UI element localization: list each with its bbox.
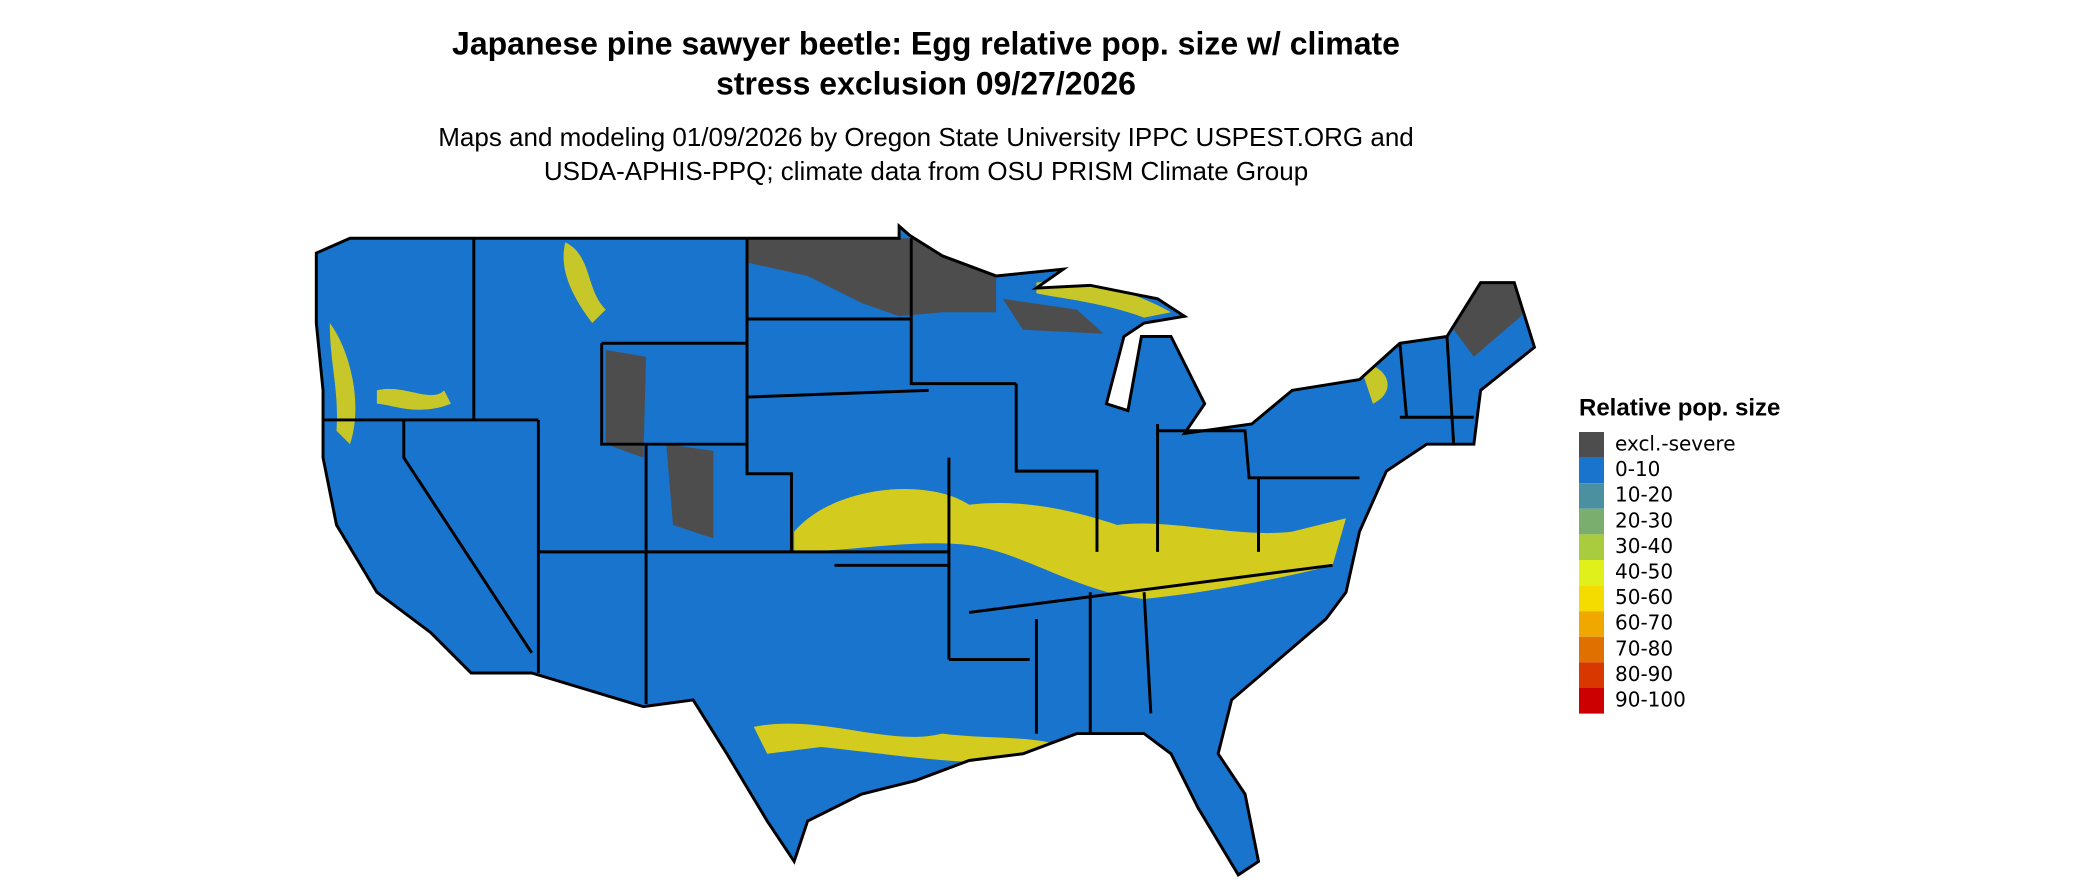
excluded-area [747,238,997,317]
title-line: stress exclusion 09/27/2026 [716,65,1136,101]
legend-swatch [1579,585,1604,612]
legend-swatch [1579,688,1604,714]
legend-swatch [1579,560,1604,586]
map [314,224,1536,877]
legend-swatch [1579,636,1604,663]
legend-label: 50-60 [1615,585,1673,609]
excluded-area [605,349,714,539]
legend-label: 70-80 [1615,636,1673,660]
legend-swatch [1579,457,1604,484]
legend-label: excl.-severe [1615,432,1736,456]
title-line: Japanese pine sawyer beetle: Egg relativ… [452,25,1400,61]
suitable-area [794,489,1346,599]
legend-swatch [1579,483,1604,509]
legend-swatch [1579,611,1604,637]
legend-label: 90-100 [1615,688,1686,712]
legend-label: 30-40 [1615,534,1673,558]
legend-title: Relative pop. size [1579,394,1780,421]
legend-label: 80-90 [1615,662,1673,686]
legend-label: 20-30 [1615,508,1673,532]
legend-swatch [1579,508,1604,535]
legend-label: 40-50 [1615,560,1673,584]
legend-label: 60-70 [1615,611,1673,635]
subtitle-line: Maps and modeling 01/09/2026 by Oregon S… [438,122,1414,152]
legend-label: 10-20 [1615,483,1673,507]
subtitle-line: USDA-APHIS-PPQ; climate data from OSU PR… [544,156,1308,186]
legend-swatch [1579,662,1604,688]
legend-swatch [1579,432,1604,458]
legend-swatch [1579,534,1604,560]
legend: excl.-severe0-1010-2020-3030-4040-5050-6… [1579,432,1736,714]
state-borders [323,238,1474,734]
suitable-area [753,723,1077,763]
legend-label: 0-10 [1615,457,1660,481]
